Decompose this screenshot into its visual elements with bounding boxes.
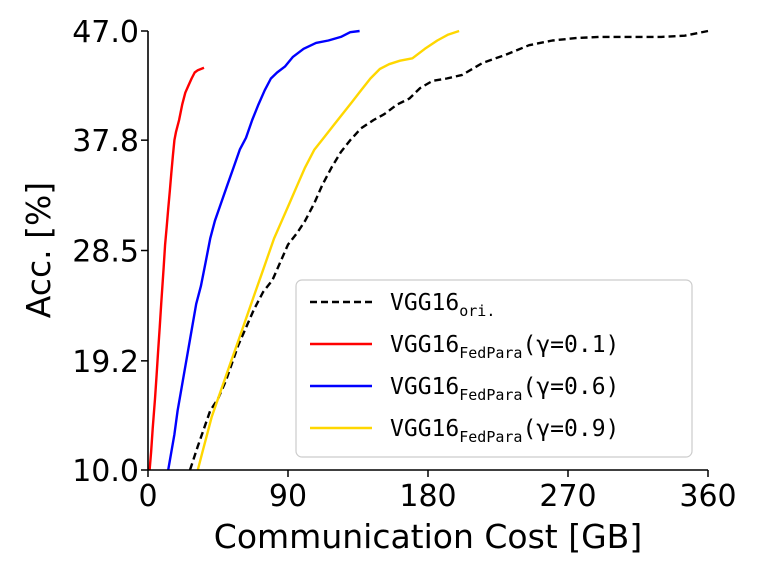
y-tick-label: 37.8 [72,124,139,159]
x-tick-label: 270 [539,479,596,514]
series-line-1 [148,66,205,471]
x-axis-label: Communication Cost [GB] [214,517,642,556]
y-tick-label: 10.0 [72,454,139,489]
plot-lines [148,29,709,471]
legend-label-1: VGG16FedPara(γ=0.1) [390,332,619,362]
series-line-2 [167,29,360,471]
series-line-0 [188,29,709,471]
x-tick-label: 180 [399,479,456,514]
ticks: 0 90 180 270 360 10.0 19.2 28.5 37.8 47.0 [72,15,736,514]
legend-box [295,279,693,458]
legend-label-0: VGG16ori. [390,290,495,320]
x-tick-label: 360 [679,479,736,514]
x-tick-label: 90 [269,479,307,514]
legend-label-3: VGG16FedPara(γ=0.9) [390,416,619,446]
legend: VGG16ori. VGG16FedPara(γ=0.1) VGG16FedPara… [295,279,693,458]
y-tick-label: 47.0 [72,15,139,50]
y-tick-label: 19.2 [72,345,139,380]
y-tick-label: 28.5 [72,235,139,270]
legend-label-2: VGG16FedPara(γ=0.6) [390,374,619,404]
x-tick-label: 0 [138,479,157,514]
y-axis-label: Acc. [%] [19,182,58,318]
series-line-3 [196,29,460,471]
